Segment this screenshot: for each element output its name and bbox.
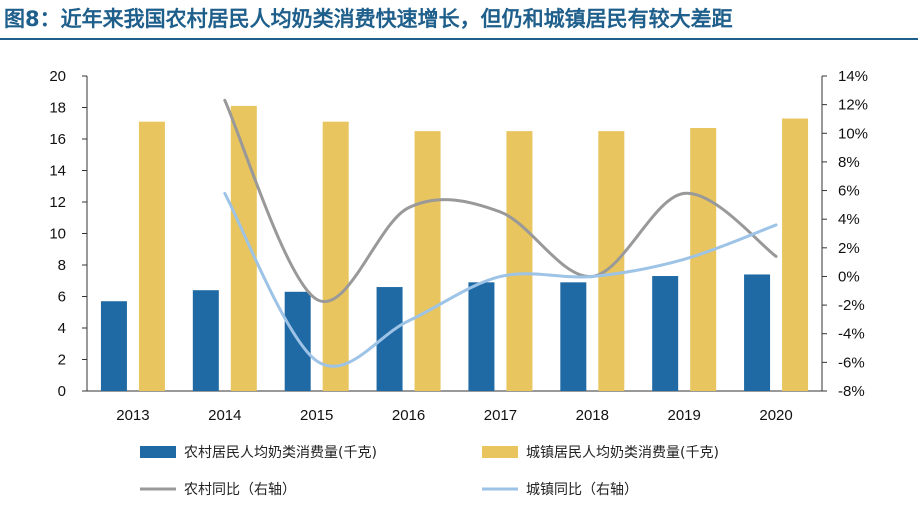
left-axis-tick-label: 0	[58, 383, 66, 400]
chart-title: 图8：近年来我国农村居民人均奶类消费快速增长，但仍和城镇居民有较大差距	[4, 7, 733, 31]
bar-urban	[506, 131, 533, 391]
right-axis-tick-label: -6%	[838, 354, 865, 371]
x-axis-tick-label: 2014	[208, 407, 241, 424]
bar-rural	[744, 274, 771, 391]
bar-urban	[414, 131, 441, 391]
bar-rural	[652, 276, 679, 391]
right-axis-tick-label: 6%	[838, 183, 860, 200]
bar-urban	[782, 118, 809, 392]
right-axis-tick-label: -4%	[838, 326, 865, 343]
bar-rural	[468, 282, 495, 391]
x-axis-tick-label: 2018	[576, 407, 609, 424]
legend-label: 城镇居民人均奶类消费量(千克)	[526, 445, 719, 461]
left-axis-tick-label: 16	[49, 131, 66, 148]
legend-swatch	[140, 446, 176, 458]
right-axis-tick-label: 10%	[838, 125, 868, 142]
x-axis-tick-label: 2016	[392, 407, 425, 424]
legend-label: 城镇同比（右轴）	[526, 482, 638, 498]
line-rural-yoy	[223, 98, 778, 304]
left-axis-tick-label: 12	[49, 194, 66, 211]
right-axis-tick-label: -2%	[838, 297, 865, 314]
right-axis-tick-label: -8%	[838, 383, 865, 400]
bar-urban	[138, 121, 165, 392]
left-axis-tick-label: 10	[49, 226, 66, 243]
right-axis-tick-label: 14%	[838, 68, 868, 85]
legend-label: 农村同比（右轴）	[184, 482, 296, 498]
x-axis-tick-label: 2017	[484, 407, 517, 424]
left-axis-tick-label: 18	[49, 100, 66, 117]
right-axis-tick-label: 0%	[838, 268, 860, 285]
legend-label: 农村居民人均奶类消费量(千克)	[184, 445, 377, 461]
right-axis-tick-label: 8%	[838, 154, 860, 171]
bar-urban	[322, 121, 349, 392]
bar-rural	[560, 282, 587, 391]
left-axis-tick-label: 6	[58, 289, 66, 306]
bar-urban	[598, 131, 625, 391]
title-divider	[0, 38, 918, 40]
x-axis-tick-label: 2020	[759, 407, 792, 424]
right-axis-tick-label: 2%	[838, 240, 860, 257]
bar-urban	[690, 127, 717, 391]
right-axis-tick-label: 4%	[838, 211, 860, 228]
x-axis-tick-label: 2013	[116, 407, 149, 424]
left-axis-tick-label: 4	[58, 320, 66, 337]
line-urban-yoy	[223, 191, 778, 368]
bar-rural	[100, 301, 127, 391]
left-axis-tick-label: 8	[58, 257, 66, 274]
legend-swatch	[482, 446, 518, 458]
x-axis-tick-label: 2015	[300, 407, 333, 424]
left-axis-tick-label: 2	[58, 352, 66, 369]
x-axis-tick-label: 2019	[668, 407, 701, 424]
left-axis-tick-label: 14	[49, 163, 66, 180]
left-axis-tick-label: 20	[49, 68, 66, 85]
right-axis-tick-label: 12%	[838, 97, 868, 114]
bar-rural	[192, 290, 219, 391]
